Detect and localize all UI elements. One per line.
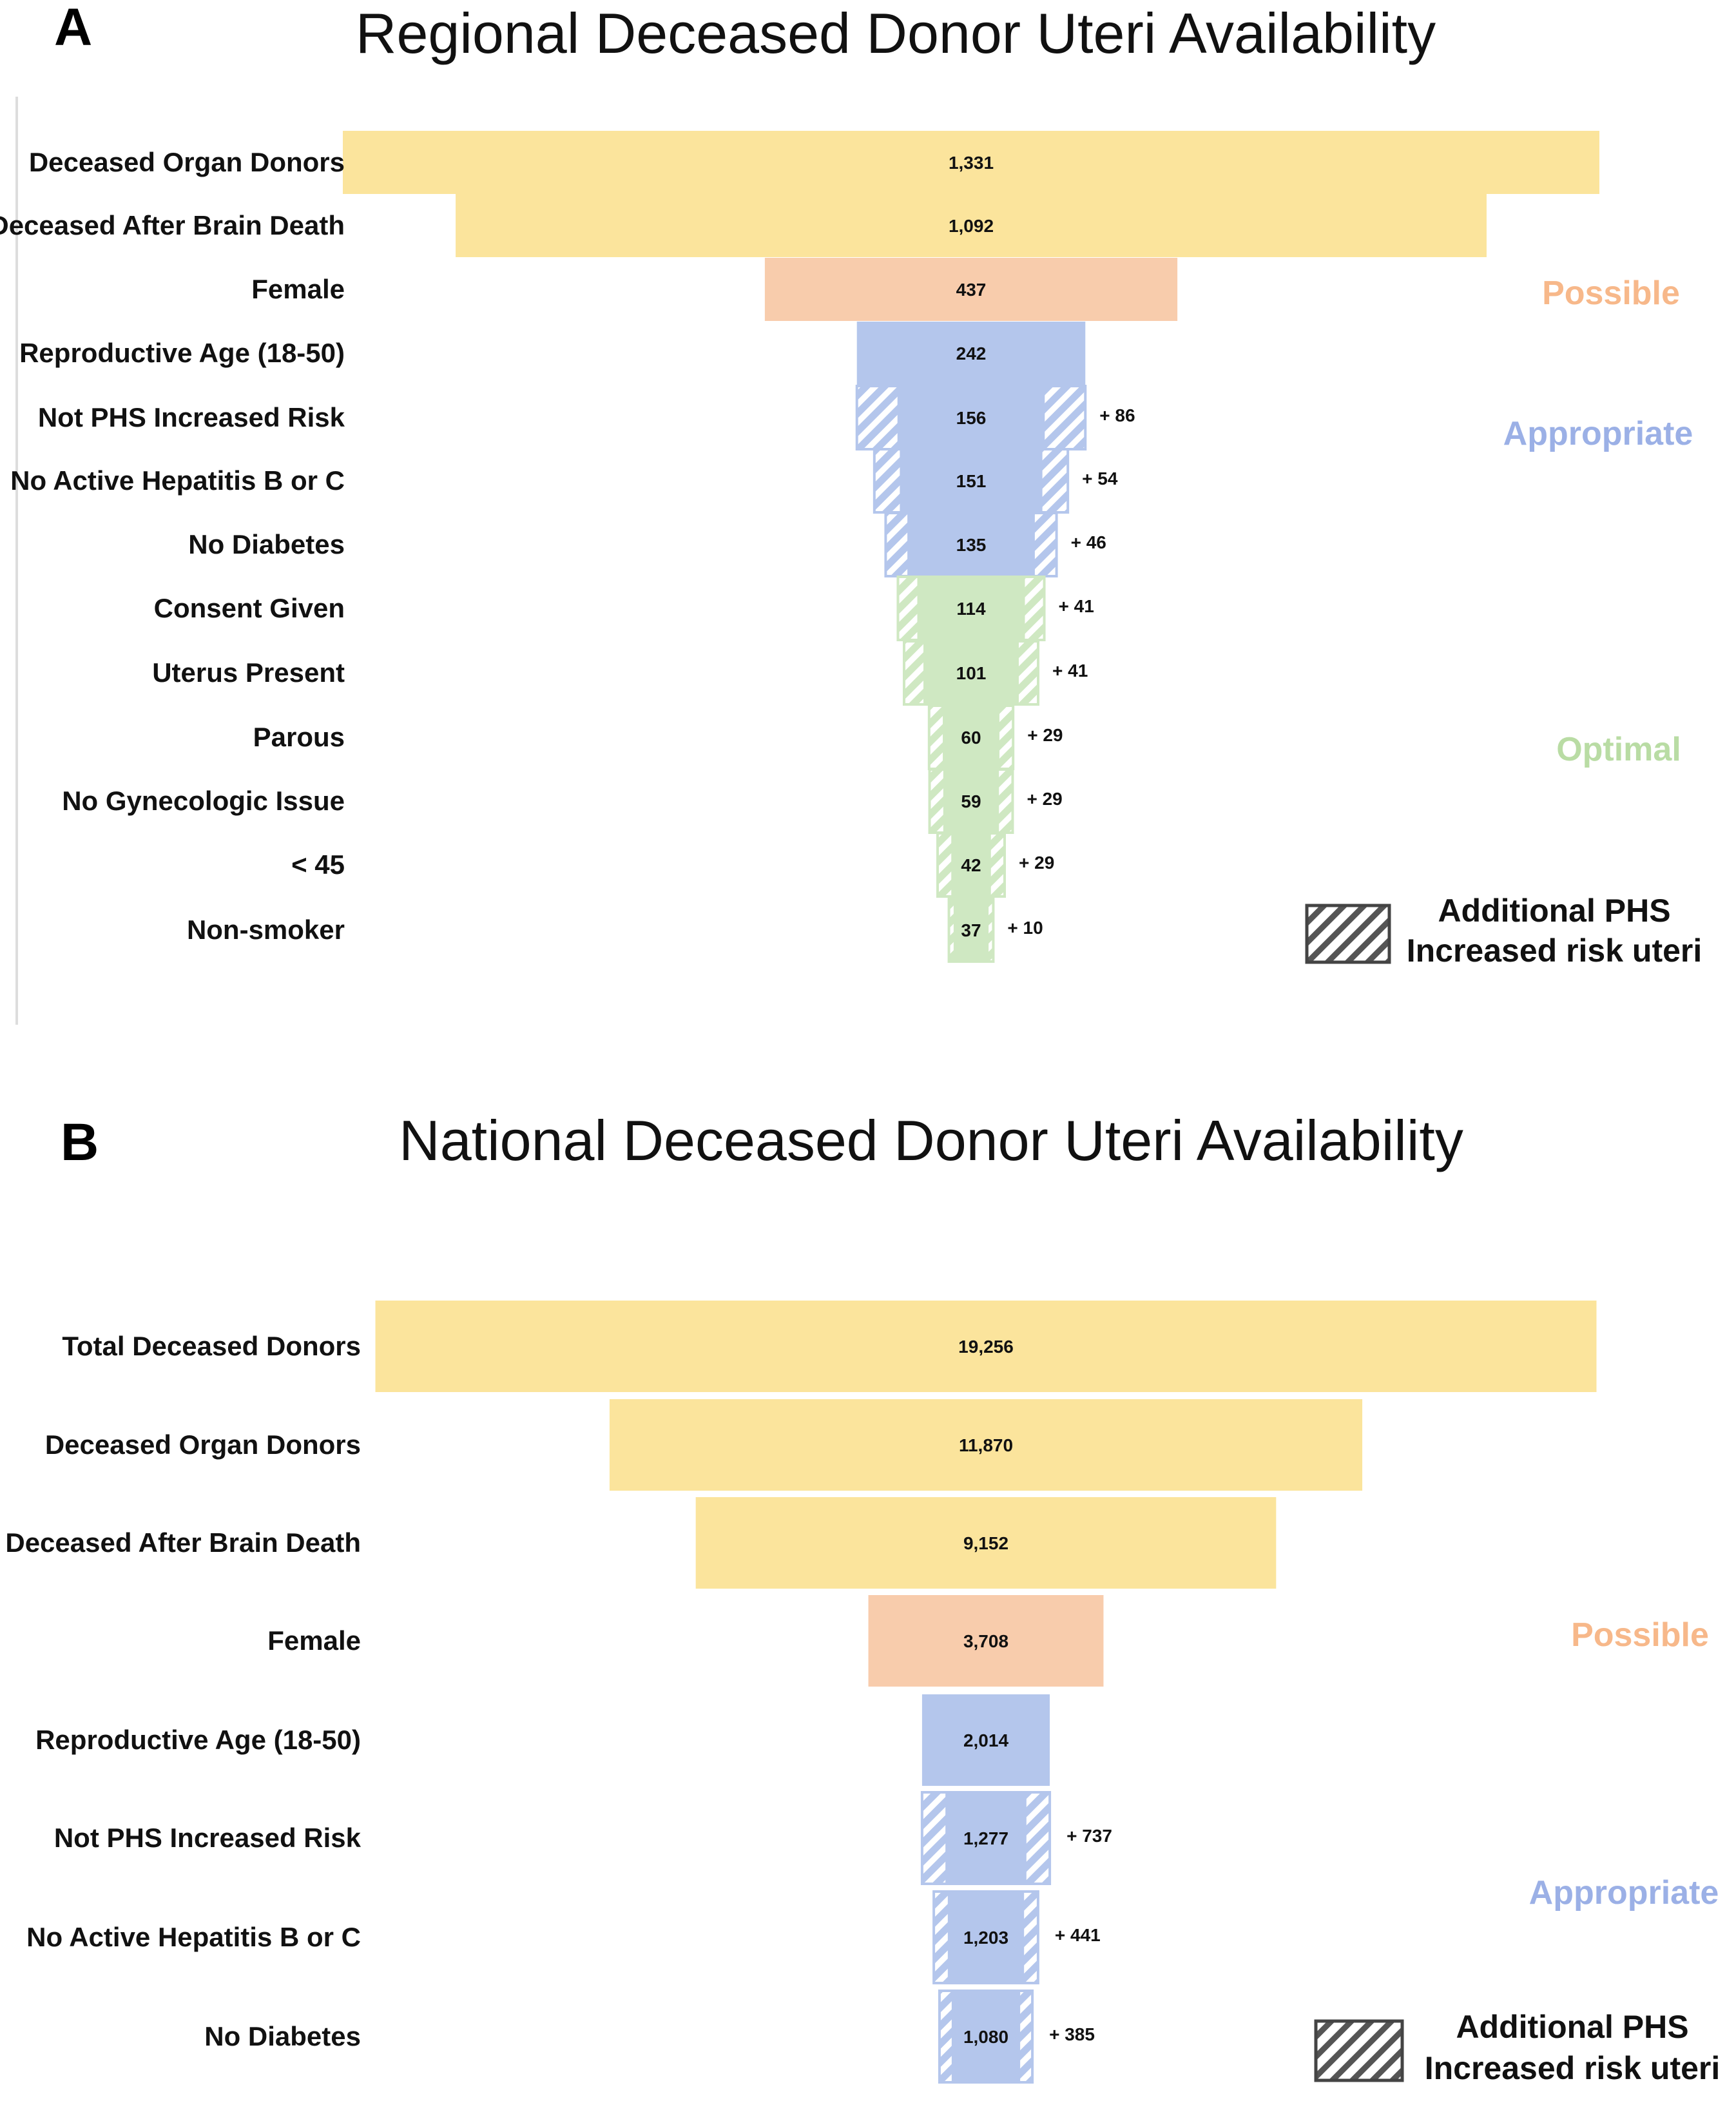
extra-value-label: + 54 [1082, 469, 1118, 489]
bar-value-label: 9,152 [963, 1533, 1008, 1553]
category-label: Appropriate [1529, 1874, 1719, 1912]
extra-value-label: + 41 [1052, 661, 1088, 681]
bar-value-label: 135 [956, 535, 987, 555]
funnel-bar [868, 1595, 1104, 1687]
funnel-bar [897, 386, 1045, 449]
bar-value-label: 151 [956, 471, 987, 491]
stage-label: Non-smoker [187, 915, 345, 945]
funnel-bar [856, 322, 1086, 385]
bar-value-label: 1,203 [963, 1928, 1008, 1948]
panel-a-title: Regional Deceased Donor Uteri Availabili… [356, 1, 1436, 65]
bar-value-label: 437 [956, 280, 987, 300]
bar-value-label: 2,014 [963, 1730, 1008, 1750]
stage-label: Total Deceased Donors [62, 1331, 361, 1361]
bar-value-label: 1,080 [963, 2027, 1008, 2047]
stage-label: No Active Hepatitis B or C [10, 465, 345, 496]
bar-value-label: 11,870 [959, 1435, 1013, 1455]
funnel-bar [943, 706, 999, 769]
stage-label: Parous [253, 722, 345, 752]
stage-label: < 45 [291, 849, 345, 880]
extra-value-label: + 29 [1019, 853, 1054, 873]
bar-value-label: 42 [961, 855, 981, 875]
bar-value-label: 1,277 [963, 1828, 1008, 1848]
stage-label: No Active Hepatitis B or C [26, 1922, 361, 1952]
stage-label: No Gynecologic Issue [62, 786, 345, 816]
funnel-bar [951, 833, 991, 896]
category-label: Appropriate [1503, 415, 1693, 452]
legend-line-2: Increased risk uteri [1407, 933, 1702, 969]
stage-label: Uterus Present [152, 657, 345, 688]
funnel-bar [921, 1694, 1050, 1786]
stage-label: No Diabetes [204, 2021, 361, 2051]
funnel-bar [947, 1892, 1025, 1983]
stage-label: Reproductive Age (18-50) [19, 338, 345, 368]
stage-label: Female [251, 274, 345, 304]
funnel-bar [609, 1399, 1363, 1491]
funnel-bar [917, 577, 1025, 640]
bar-value-label: 3,708 [963, 1631, 1008, 1651]
funnel-bar [900, 449, 1043, 512]
bar-value-label: 59 [961, 791, 981, 811]
extra-value-label: + 385 [1049, 2024, 1095, 2044]
stage-label: Deceased After Brain Death [5, 1527, 361, 1558]
legend-hatch-swatch [1314, 2019, 1404, 2082]
extra-value-label: + 441 [1055, 1925, 1101, 1945]
bar-value-label: 37 [961, 920, 981, 940]
stage-label: Consent Given [154, 593, 345, 623]
category-label: Possible [1542, 275, 1680, 312]
funnel-bar [945, 1792, 1027, 1884]
bar-value-label: 60 [961, 728, 981, 748]
funnel-bar [343, 131, 1599, 194]
extra-value-label: + 10 [1007, 918, 1043, 938]
panel-b-chart: B National Deceased Donor Uteri Availabi… [5, 1109, 1720, 2086]
panel-a-legend: Additional PHS Increased risk uteri [1305, 893, 1702, 969]
legend-line-1: Additional PHS [1456, 2009, 1688, 2045]
bar-value-label: 114 [956, 599, 986, 619]
stage-label: Female [267, 1625, 361, 1656]
panel-b-letter: B [61, 1113, 99, 1172]
panel-a-letter: A [54, 0, 92, 57]
panel-b-legend: Additional PHS Increased risk uteri [1314, 2009, 1721, 2086]
stage-label: No Diabetes [188, 529, 345, 559]
legend-line-2: Increased risk uteri [1425, 2050, 1721, 2086]
funnel-bar [907, 513, 1035, 576]
legend-line-1: Additional PHS [1438, 893, 1670, 929]
funnel-bar [943, 770, 999, 833]
bar-value-label: 242 [956, 344, 987, 363]
stage-label: Not PHS Increased Risk [38, 402, 345, 432]
panel-a-chart: A Regional Deceased Donor Uteri Availabi… [0, 0, 1702, 1025]
legend-hatch-swatch [1305, 904, 1391, 964]
category-label: Optimal [1556, 731, 1681, 768]
stage-label: Deceased After Brain Death [0, 210, 345, 240]
stage-label: Not PHS Increased Risk [54, 1823, 362, 1853]
funnel-bar [375, 1301, 1597, 1392]
funnel-bar [953, 898, 989, 962]
bar-value-label: 101 [956, 663, 987, 683]
stage-label: Reproductive Age (18-50) [35, 1725, 361, 1755]
bar-value-label: 1,331 [949, 153, 994, 173]
funnel-bar [456, 194, 1487, 257]
panel-b-title: National Deceased Donor Uteri Availabili… [399, 1109, 1463, 1172]
category-label: Possible [1571, 1616, 1709, 1654]
extra-value-label: + 41 [1059, 596, 1094, 616]
extra-value-label: + 46 [1071, 532, 1106, 552]
stage-label: Deceased Organ Donors [45, 1429, 361, 1460]
extra-value-label: + 29 [1027, 789, 1062, 809]
funnel-bar [695, 1497, 1277, 1589]
bar-value-label: 19,256 [958, 1337, 1014, 1357]
funnel-bar [923, 641, 1019, 704]
bar-value-label: 1,092 [949, 216, 994, 236]
stage-label: Deceased Organ Donors [29, 147, 345, 177]
extra-value-label: + 737 [1066, 1826, 1112, 1846]
funnel-bar [951, 1991, 1021, 2082]
funnel-bar [764, 258, 1178, 321]
bar-value-label: 156 [956, 408, 987, 428]
extra-value-label: + 86 [1099, 405, 1135, 425]
extra-value-label: + 29 [1027, 725, 1063, 745]
